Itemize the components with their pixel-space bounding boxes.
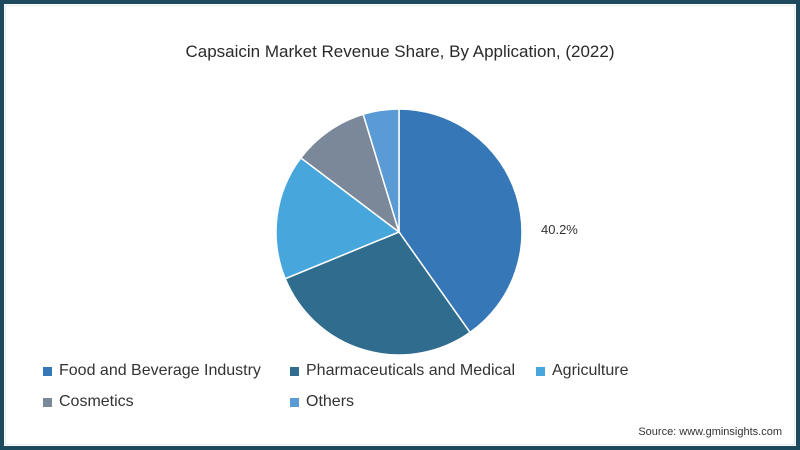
legend-label: Pharmaceuticals and Medical <box>306 362 515 379</box>
legend-item-others: Others <box>290 393 354 411</box>
pie-slice-others <box>362 108 400 233</box>
legend-label: Others <box>306 393 355 410</box>
chart-title: Capsaicin Market Revenue Share, By Appli… <box>185 42 615 61</box>
legend-label: Agriculture <box>552 362 629 379</box>
pie-slice-pharmaceuticals-and-medical <box>284 231 472 356</box>
legend-label: Cosmetics <box>59 393 134 410</box>
legend-item-food-beverage: Food and Beverage Industry <box>43 362 261 380</box>
legend-swatch <box>290 397 299 407</box>
source-note: Source: www.gminsights.com <box>638 426 782 438</box>
legend-item-cosmetics: Cosmetics <box>43 393 134 411</box>
legend-swatch <box>43 397 52 407</box>
legend-swatch <box>290 366 299 376</box>
legend-swatch <box>43 366 52 376</box>
data-label-food-beverage: 40.2% <box>541 222 578 237</box>
legend-item-pharma: Pharmaceuticals and Medical <box>290 362 515 380</box>
pie-slice-cosmetics <box>299 113 401 234</box>
chart-frame-inner <box>5 5 795 445</box>
legend-item-agriculture: Agriculture <box>536 362 628 380</box>
pie-slice-agriculture <box>275 156 401 280</box>
legend-swatch <box>536 366 545 376</box>
pie-slice-food-and-beverage-industry <box>398 108 523 334</box>
legend-label: Food and Beverage Industry <box>59 362 261 379</box>
